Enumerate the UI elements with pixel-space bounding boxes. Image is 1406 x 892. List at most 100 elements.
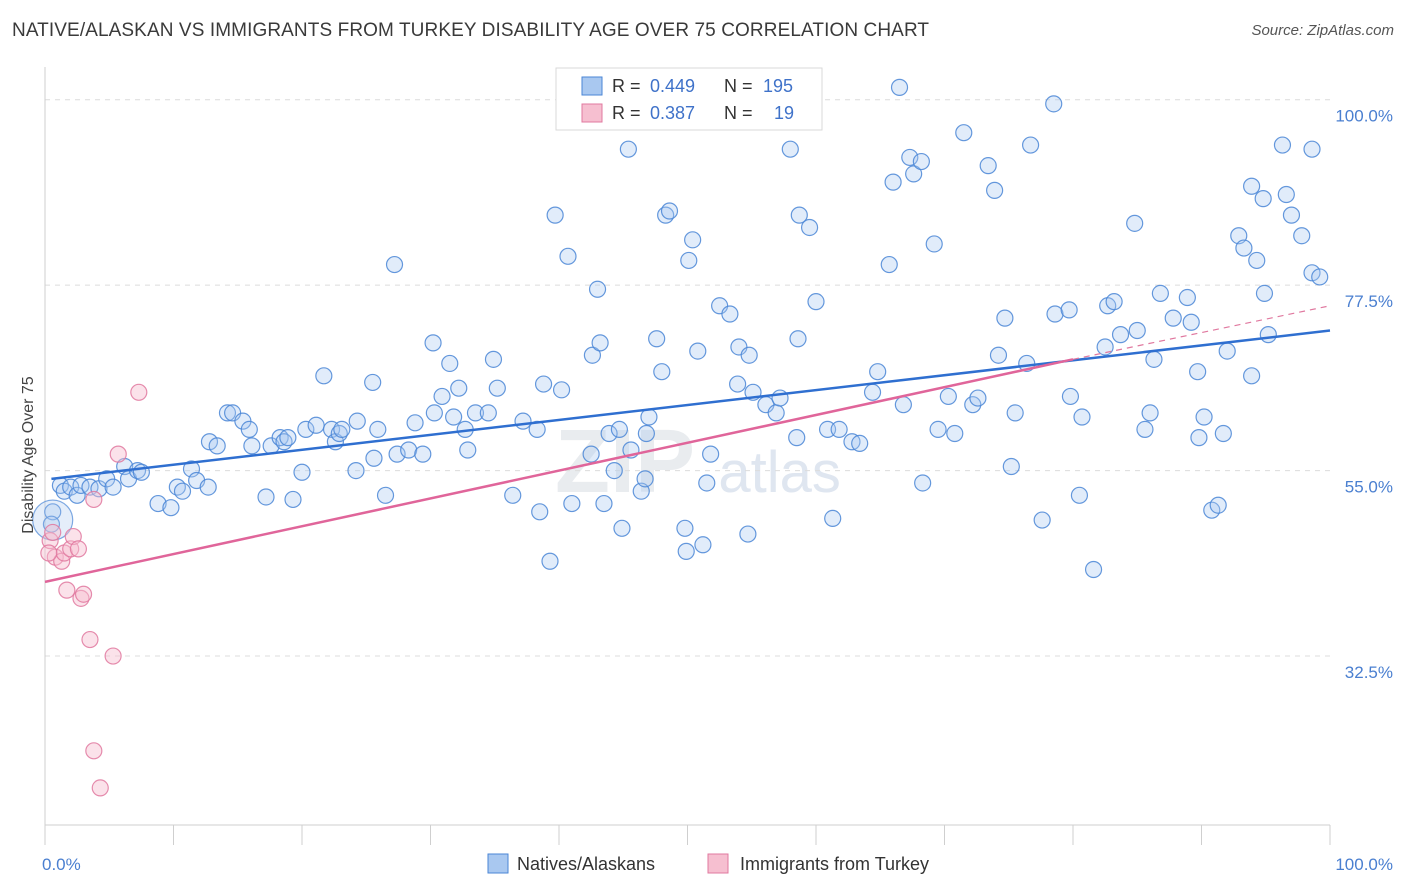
point-natives [653,363,671,381]
point-natives [880,255,898,274]
point-natives [955,124,973,142]
point-turkey [69,540,88,558]
point-turkey [74,585,93,603]
point-natives [1061,387,1080,406]
point-natives [348,412,366,430]
point-natives [600,424,618,443]
point-natives [1259,326,1277,344]
point-natives [369,420,387,438]
x-tick-label-max: 100.0% [1335,855,1393,874]
legend-series: Natives/Alaskans Immigrants from Turkey [487,853,929,874]
point-natives [1235,239,1253,257]
point-natives [484,350,503,368]
chart-title: NATIVE/ALASKAN VS IMMIGRANTS FROM TURKEY… [12,20,930,41]
point-natives [890,78,909,96]
point-natives [1311,268,1329,286]
point-natives [1303,264,1321,282]
point-turkey [40,544,58,562]
point-natives [1164,309,1182,327]
point-natives [807,293,825,311]
point-natives [583,346,602,364]
point-natives [939,387,957,406]
legend-r-label-1: R = [612,76,641,96]
point-natives [441,354,459,373]
point-natives [894,396,912,414]
point-natives [1084,560,1103,579]
point-natives [541,552,559,570]
point-natives [689,342,707,360]
point-natives [698,474,716,492]
legend-n-value-2: 19 [774,103,794,123]
point-natives [1111,326,1130,344]
point-natives [376,486,395,504]
y-tick-label: 100.0% [1335,107,1393,126]
point-natives [445,408,463,426]
point-natives [1141,404,1159,422]
point-natives [591,334,609,352]
point-natives [1145,350,1163,368]
point-natives [433,387,451,406]
point-natives [1303,140,1321,158]
point-natives [1151,284,1169,303]
point-natives [648,330,666,348]
point-natives [1255,284,1274,303]
point-natives [619,140,637,158]
point-natives [1070,486,1089,504]
legend-n-label-1: N = [724,76,753,96]
point-natives [605,462,623,480]
point-natives [869,363,887,381]
point-natives [788,429,806,447]
legend-swatch-pink [581,103,603,123]
point-natives [1218,342,1236,360]
point-natives [559,247,577,265]
point-natives [1136,420,1154,438]
series-turkey-points [40,383,148,797]
point-natives [1105,293,1123,311]
point-natives [1021,136,1040,154]
point-natives [912,152,930,171]
point-natives [676,519,694,537]
point-natives [929,420,947,438]
point-natives [406,414,424,432]
legend-series-swatch-turkey [707,853,729,874]
point-natives [307,416,325,434]
point-natives [385,255,404,274]
point-natives [1190,429,1208,447]
series-natives-points [32,78,1329,579]
point-natives [729,375,747,393]
point-natives [243,437,261,455]
point-natives [466,404,485,422]
point-natives [208,437,226,455]
point-natives [1254,190,1272,208]
point-natives [293,463,311,481]
point-natives [414,445,432,463]
point-natives [1128,321,1146,340]
point-natives [1126,214,1144,232]
point-turkey [44,523,62,542]
point-natives [199,478,217,496]
point-natives [284,490,302,509]
point-natives [884,173,902,191]
point-natives [789,330,807,348]
point-natives [44,503,62,521]
point-natives [1096,338,1114,356]
point-natives [1248,251,1266,270]
point-natives [279,429,297,447]
point-natives [531,503,549,521]
point-natives [969,389,987,407]
point-natives [721,305,739,323]
point-natives [790,206,808,224]
point-natives [400,441,418,459]
point-natives [1243,367,1261,385]
point-natives [830,420,848,438]
point-natives [694,536,712,554]
point-natives [914,474,932,492]
watermark-text: ZIP [555,412,693,512]
point-natives [588,280,607,298]
point-natives [315,367,333,385]
point-turkey [85,490,103,509]
trend-line-natives [51,329,1331,481]
point-natives [173,482,192,500]
y-axis-label: Disability Age Over 75 [20,376,37,534]
source-label: Source: ZipAtlas.com [1251,22,1394,39]
